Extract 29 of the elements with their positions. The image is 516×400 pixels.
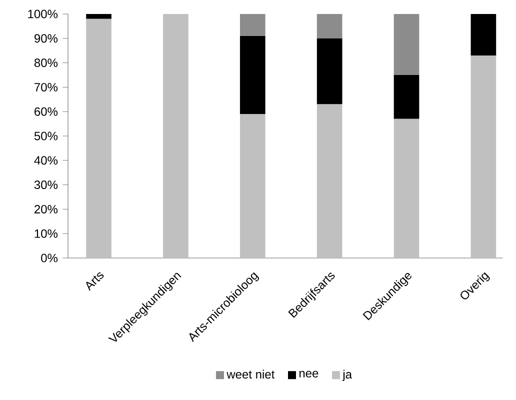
bar	[86, 14, 112, 19]
y-tick-label: 40%	[34, 156, 58, 165]
bar	[240, 36, 266, 114]
y-tick-label: 10%	[34, 229, 58, 238]
legend-label: weet niet	[226, 370, 275, 379]
bar	[163, 14, 188, 258]
y-tick-label: 100%	[28, 10, 58, 18]
bar	[470, 55, 496, 258]
bar	[394, 118, 420, 258]
bar	[394, 75, 420, 119]
bar	[316, 38, 342, 104]
x-tick-label: Arts	[86, 272, 104, 291]
y-tick-label: 90%	[34, 34, 58, 43]
bar	[394, 14, 420, 75]
bar	[86, 18, 112, 258]
bar	[470, 14, 496, 56]
y-tick-label: 20%	[34, 204, 58, 214]
bar	[240, 114, 266, 258]
bar	[240, 14, 266, 36]
y-tick-label: 50%	[34, 132, 58, 140]
legend-label: ja	[342, 370, 352, 381]
legend-label: nee	[299, 370, 318, 378]
y-tick-label: 60%	[34, 107, 58, 116]
y-tick-label: 0%	[41, 254, 58, 262]
y-tick-label: 30%	[34, 180, 58, 190]
y-tick-label: 70%	[34, 82, 58, 92]
bar	[316, 104, 342, 258]
y-tick-label: 80%	[34, 58, 58, 68]
bar	[316, 14, 342, 38]
